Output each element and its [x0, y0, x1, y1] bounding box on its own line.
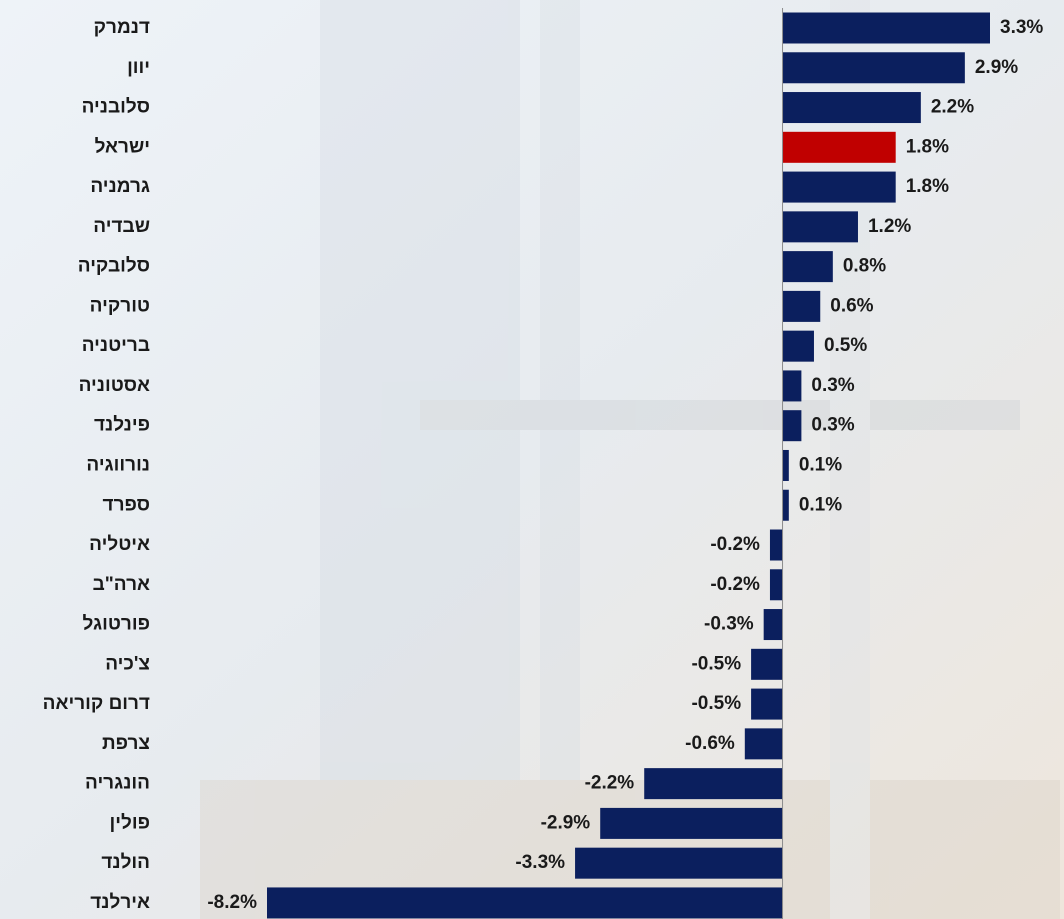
bar — [600, 808, 782, 839]
value-label: 0.3% — [811, 415, 854, 436]
value-label: 1.8% — [906, 176, 949, 197]
category-label: צ'כיה — [105, 653, 150, 674]
category-label: טורקיה — [90, 295, 150, 316]
value-label: 0.3% — [811, 375, 854, 396]
value-label: -0.3% — [704, 614, 754, 635]
bar — [575, 848, 782, 879]
bar — [783, 132, 896, 163]
value-label: -3.3% — [515, 852, 565, 873]
bar — [751, 649, 782, 680]
bar — [783, 370, 802, 401]
value-label: 3.3% — [1000, 17, 1043, 38]
category-label: סלובקיה — [78, 256, 150, 277]
category-label: פורטוגל — [83, 614, 150, 635]
value-label: 1.2% — [868, 216, 911, 237]
category-label: אירלנד — [90, 892, 150, 913]
category-label: הונגריה — [85, 773, 150, 794]
bar — [644, 768, 782, 799]
bar — [770, 530, 783, 561]
bar — [783, 490, 789, 521]
value-label: 0.8% — [843, 256, 886, 277]
category-label: יוון — [127, 57, 150, 78]
category-label: הולנד — [101, 852, 150, 873]
bar — [783, 450, 789, 481]
value-label: -0.5% — [691, 693, 741, 714]
bar — [783, 211, 858, 242]
bar — [764, 609, 783, 640]
value-label: -2.2% — [585, 773, 635, 794]
category-label: בריטניה — [82, 335, 150, 356]
category-label: סלובניה — [82, 97, 150, 118]
chart: דנמרק 3.3% יוון 2.9% סלובניה 2.2% ישראל 1.8% גרמ… — [0, 0, 1064, 919]
category-label: ספרד — [103, 494, 150, 515]
category-label: אסטוניה — [79, 375, 150, 396]
category-label: פינלנד — [94, 415, 150, 436]
value-label: -0.6% — [685, 733, 735, 754]
category-label: פולין — [110, 812, 150, 833]
value-label: 0.5% — [824, 335, 867, 356]
bar — [783, 52, 965, 83]
category-label: שבדיה — [93, 216, 150, 237]
bar — [751, 689, 782, 720]
value-label: 0.1% — [799, 454, 842, 475]
category-label: ארה"ב — [93, 574, 150, 595]
value-label: 2.9% — [975, 57, 1018, 78]
value-label: 0.1% — [799, 494, 842, 515]
category-label: דרום קוריאה — [43, 693, 150, 714]
category-label: גרמניה — [90, 176, 150, 197]
bar — [267, 887, 783, 918]
category-label: איטליה — [89, 534, 150, 555]
bar — [783, 13, 990, 44]
bar — [770, 569, 783, 600]
bar — [783, 291, 821, 322]
bar — [783, 331, 814, 362]
value-label: -0.2% — [710, 534, 760, 555]
value-label: -0.5% — [691, 653, 741, 674]
bar — [783, 251, 833, 282]
value-label: 2.2% — [931, 97, 974, 118]
bar — [783, 92, 921, 123]
category-label: ישראל — [95, 136, 150, 157]
value-label: -8.2% — [207, 892, 257, 913]
bar — [745, 728, 783, 759]
bar — [783, 410, 802, 441]
bar — [783, 172, 896, 203]
value-label: -2.9% — [541, 812, 591, 833]
value-label: 0.6% — [830, 295, 873, 316]
category-label: צרפת — [102, 733, 150, 754]
value-label: 1.8% — [906, 136, 949, 157]
category-label: נורווגיה — [86, 454, 150, 475]
value-label: -0.2% — [710, 574, 760, 595]
category-label: דנמרק — [94, 17, 150, 38]
